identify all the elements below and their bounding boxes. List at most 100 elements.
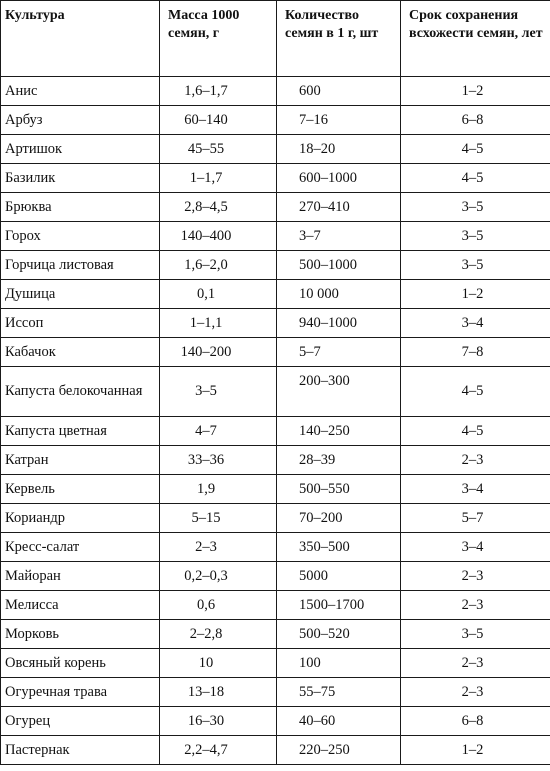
culture-cell: Душица xyxy=(0,279,160,309)
viability-cell: 4–5 xyxy=(400,366,550,417)
viability-cell: 5–7 xyxy=(400,503,550,533)
table-row: Арбуз 60–140 7–16 6–8 xyxy=(0,105,550,135)
table-row: Морковь 2–2,8 500–520 3–5 xyxy=(0,619,550,649)
header-row: Культура Масса 1000 семян, г Количество … xyxy=(0,0,550,77)
count-cell: 140–250 xyxy=(276,416,401,446)
viability-cell: 3–5 xyxy=(400,221,550,251)
viability-cell: 3–5 xyxy=(400,619,550,649)
mass-cell: 1–1,7 xyxy=(159,163,277,193)
viability-cell: 3–4 xyxy=(400,474,550,504)
header-mass: Масса 1000 семян, г xyxy=(159,0,277,77)
culture-cell: Кресс-салат xyxy=(0,532,160,562)
count-cell: 940–1000 xyxy=(276,308,401,338)
count-cell: 3–7 xyxy=(276,221,401,251)
mass-cell: 33–36 xyxy=(159,445,277,475)
count-cell: 500–1000 xyxy=(276,250,401,280)
count-cell: 7–16 xyxy=(276,105,401,135)
mass-cell: 4–7 xyxy=(159,416,277,446)
table-header: Культура Масса 1000 семян, г Количество … xyxy=(0,0,550,77)
culture-cell: Кориандр xyxy=(0,503,160,533)
viability-cell: 2–3 xyxy=(400,561,550,591)
culture-cell: Горчица листовая xyxy=(0,250,160,280)
table-row: Горчица листовая 1,6–2,0 500–1000 3–5 xyxy=(0,250,550,280)
table-row: Капуста белокочанная 3–5 200–300 4–5 xyxy=(0,366,550,417)
count-cell: 10 000 xyxy=(276,279,401,309)
viability-cell: 4–5 xyxy=(400,163,550,193)
mass-cell: 140–400 xyxy=(159,221,277,251)
table-row: Мелисса 0,6 1500–1700 2–3 xyxy=(0,590,550,620)
viability-cell: 6–8 xyxy=(400,105,550,135)
table-row: Катран 33–36 28–39 2–3 xyxy=(0,445,550,475)
table-body: Анис 1,6–1,7 600 1–2 Арбуз 60–140 7–16 6–8 Артиш… xyxy=(0,76,550,765)
mass-cell: 2,2–4,7 xyxy=(159,735,277,765)
viability-cell: 6–8 xyxy=(400,706,550,736)
mass-cell: 2,8–4,5 xyxy=(159,192,277,222)
count-cell: 70–200 xyxy=(276,503,401,533)
culture-cell: Арбуз xyxy=(0,105,160,135)
culture-cell: Катран xyxy=(0,445,160,475)
culture-cell: Пастернак xyxy=(0,735,160,765)
culture-cell: Артишок xyxy=(0,134,160,164)
table-row: Огуречная трава 13–18 55–75 2–3 xyxy=(0,677,550,707)
table-row: Кервель 1,9 500–550 3–4 xyxy=(0,474,550,504)
header-culture: Культура xyxy=(0,0,160,77)
table-row: Пастернак 2,2–4,7 220–250 1–2 xyxy=(0,735,550,765)
viability-cell: 1–2 xyxy=(400,76,550,106)
viability-cell: 2–3 xyxy=(400,590,550,620)
count-cell: 600–1000 xyxy=(276,163,401,193)
table-row: Горох 140–400 3–7 3–5 xyxy=(0,221,550,251)
viability-cell: 2–3 xyxy=(400,677,550,707)
mass-cell: 0,2–0,3 xyxy=(159,561,277,591)
culture-cell: Овсяный корень xyxy=(0,648,160,678)
mass-cell: 1,6–2,0 xyxy=(159,250,277,280)
mass-cell: 10 xyxy=(159,648,277,678)
mass-cell: 0,1 xyxy=(159,279,277,309)
table-row: Кабачок 140–200 5–7 7–8 xyxy=(0,337,550,367)
viability-cell: 4–5 xyxy=(400,134,550,164)
culture-cell: Мелисса xyxy=(0,590,160,620)
table-row: Капуста цветная 4–7 140–250 4–5 xyxy=(0,416,550,446)
culture-cell: Базилик xyxy=(0,163,160,193)
viability-cell: 2–3 xyxy=(400,648,550,678)
count-cell: 500–550 xyxy=(276,474,401,504)
mass-cell: 2–2,8 xyxy=(159,619,277,649)
header-count: Количество семян в 1 г, шт xyxy=(276,0,401,77)
count-cell: 5000 xyxy=(276,561,401,591)
table-row: Базилик 1–1,7 600–1000 4–5 xyxy=(0,163,550,193)
viability-cell: 3–5 xyxy=(400,250,550,280)
mass-cell: 1–1,1 xyxy=(159,308,277,338)
mass-cell: 2–3 xyxy=(159,532,277,562)
table-row: Огурец 16–30 40–60 6–8 xyxy=(0,706,550,736)
viability-cell: 3–4 xyxy=(400,532,550,562)
mass-cell: 1,9 xyxy=(159,474,277,504)
viability-cell: 3–4 xyxy=(400,308,550,338)
culture-cell: Брюква xyxy=(0,192,160,222)
viability-cell: 7–8 xyxy=(400,337,550,367)
mass-cell: 16–30 xyxy=(159,706,277,736)
table-row: Кориандр 5–15 70–200 5–7 xyxy=(0,503,550,533)
count-cell: 500–520 xyxy=(276,619,401,649)
table-row: Брюква 2,8–4,5 270–410 3–5 xyxy=(0,192,550,222)
mass-cell: 140–200 xyxy=(159,337,277,367)
count-cell: 270–410 xyxy=(276,192,401,222)
table-row: Анис 1,6–1,7 600 1–2 xyxy=(0,76,550,106)
culture-cell: Кервель xyxy=(0,474,160,504)
table-row: Кресс-салат 2–3 350–500 3–4 xyxy=(0,532,550,562)
table-row: Овсяный корень 10 100 2–3 xyxy=(0,648,550,678)
count-cell: 220–250 xyxy=(276,735,401,765)
viability-cell: 1–2 xyxy=(400,735,550,765)
count-cell: 5–7 xyxy=(276,337,401,367)
table-row: Майоран 0,2–0,3 5000 2–3 xyxy=(0,561,550,591)
count-cell: 18–20 xyxy=(276,134,401,164)
culture-cell: Капуста цветная xyxy=(0,416,160,446)
mass-cell: 60–140 xyxy=(159,105,277,135)
header-viability: Срок сохранения всхожести семян, лет xyxy=(400,0,550,77)
mass-cell: 0,6 xyxy=(159,590,277,620)
mass-cell: 1,6–1,7 xyxy=(159,76,277,106)
viability-cell: 3–5 xyxy=(400,192,550,222)
mass-cell: 5–15 xyxy=(159,503,277,533)
mass-cell: 45–55 xyxy=(159,134,277,164)
count-cell: 100 xyxy=(276,648,401,678)
count-cell: 600 xyxy=(276,76,401,106)
